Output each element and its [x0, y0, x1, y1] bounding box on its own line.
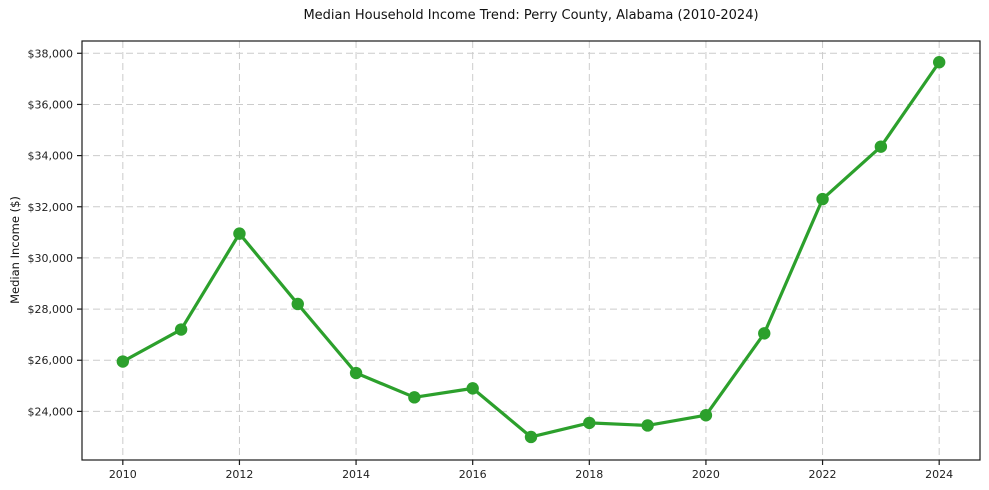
x-tick-label: 2012 — [225, 468, 253, 481]
x-tick-label: 2010 — [109, 468, 137, 481]
data-point — [349, 366, 363, 380]
x-tick-label: 2024 — [925, 468, 953, 481]
x-tick-label: 2016 — [459, 468, 487, 481]
y-tick-label: $36,000 — [28, 98, 74, 111]
data-point — [408, 391, 421, 404]
data-point — [874, 140, 888, 153]
x-tick-label: 2014 — [342, 468, 370, 481]
data-point — [641, 419, 654, 432]
y-tick-label: $32,000 — [28, 201, 74, 214]
data-point — [699, 409, 713, 422]
x-tick-label: 2018 — [575, 468, 603, 481]
data-point — [816, 192, 829, 206]
x-tick-label: 2020 — [692, 468, 720, 481]
income-trend-line — [121, 60, 941, 439]
data-point — [233, 227, 246, 240]
chart-title: Median Household Income Trend: Perry Cou… — [303, 8, 759, 23]
y-tick-label: $30,000 — [28, 252, 74, 265]
y-tick-label: $38,000 — [28, 47, 74, 60]
data-point — [758, 327, 771, 340]
plot-frame — [81, 40, 981, 461]
data-point — [116, 355, 130, 368]
data-point — [466, 382, 479, 395]
y-tick-label: $24,000 — [28, 405, 74, 418]
data-point — [291, 297, 304, 311]
y-tick-label: $26,000 — [28, 354, 74, 367]
x-tick-label: 2022 — [809, 468, 837, 481]
y-tick-label: $34,000 — [28, 150, 74, 163]
data-point — [174, 323, 188, 336]
data-point — [524, 430, 538, 444]
y-tick-label: $28,000 — [28, 303, 74, 316]
data-point — [583, 416, 596, 430]
data-point — [932, 56, 946, 69]
